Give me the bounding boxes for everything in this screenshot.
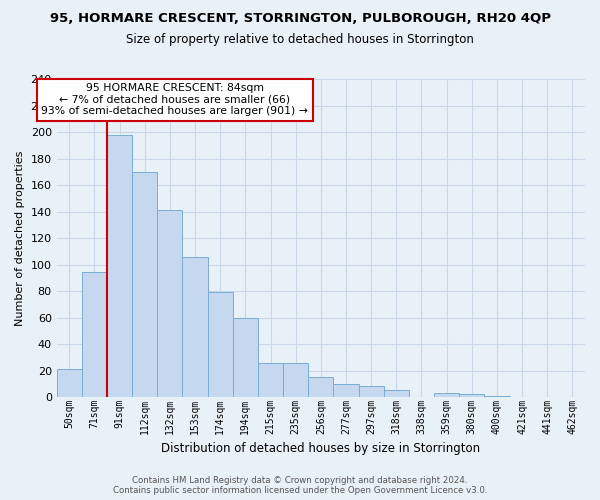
Bar	[484, 396, 509, 397]
Bar	[233, 318, 258, 397]
Text: 95 HORMARE CRESCENT: 84sqm
← 7% of detached houses are smaller (66)
93% of semi-: 95 HORMARE CRESCENT: 84sqm ← 7% of detac…	[41, 83, 308, 116]
Y-axis label: Number of detached properties: Number of detached properties	[15, 150, 25, 326]
Text: 95, HORMARE CRESCENT, STORRINGTON, PULBOROUGH, RH20 4QP: 95, HORMARE CRESCENT, STORRINGTON, PULBO…	[49, 12, 551, 26]
Bar	[258, 362, 283, 397]
Bar	[308, 377, 334, 397]
Text: Contains HM Land Registry data © Crown copyright and database right 2024.
Contai: Contains HM Land Registry data © Crown c…	[113, 476, 487, 495]
Bar	[384, 390, 409, 397]
Bar	[459, 394, 484, 397]
Bar	[283, 362, 308, 397]
Bar	[132, 172, 157, 397]
Bar	[107, 134, 132, 397]
Text: Size of property relative to detached houses in Storrington: Size of property relative to detached ho…	[126, 32, 474, 46]
Bar	[157, 210, 182, 397]
Bar	[434, 393, 459, 397]
Bar	[82, 272, 107, 397]
Bar	[56, 369, 82, 397]
Bar	[182, 256, 208, 397]
Bar	[359, 386, 384, 397]
Bar	[334, 384, 359, 397]
X-axis label: Distribution of detached houses by size in Storrington: Distribution of detached houses by size …	[161, 442, 481, 455]
Bar	[208, 292, 233, 397]
